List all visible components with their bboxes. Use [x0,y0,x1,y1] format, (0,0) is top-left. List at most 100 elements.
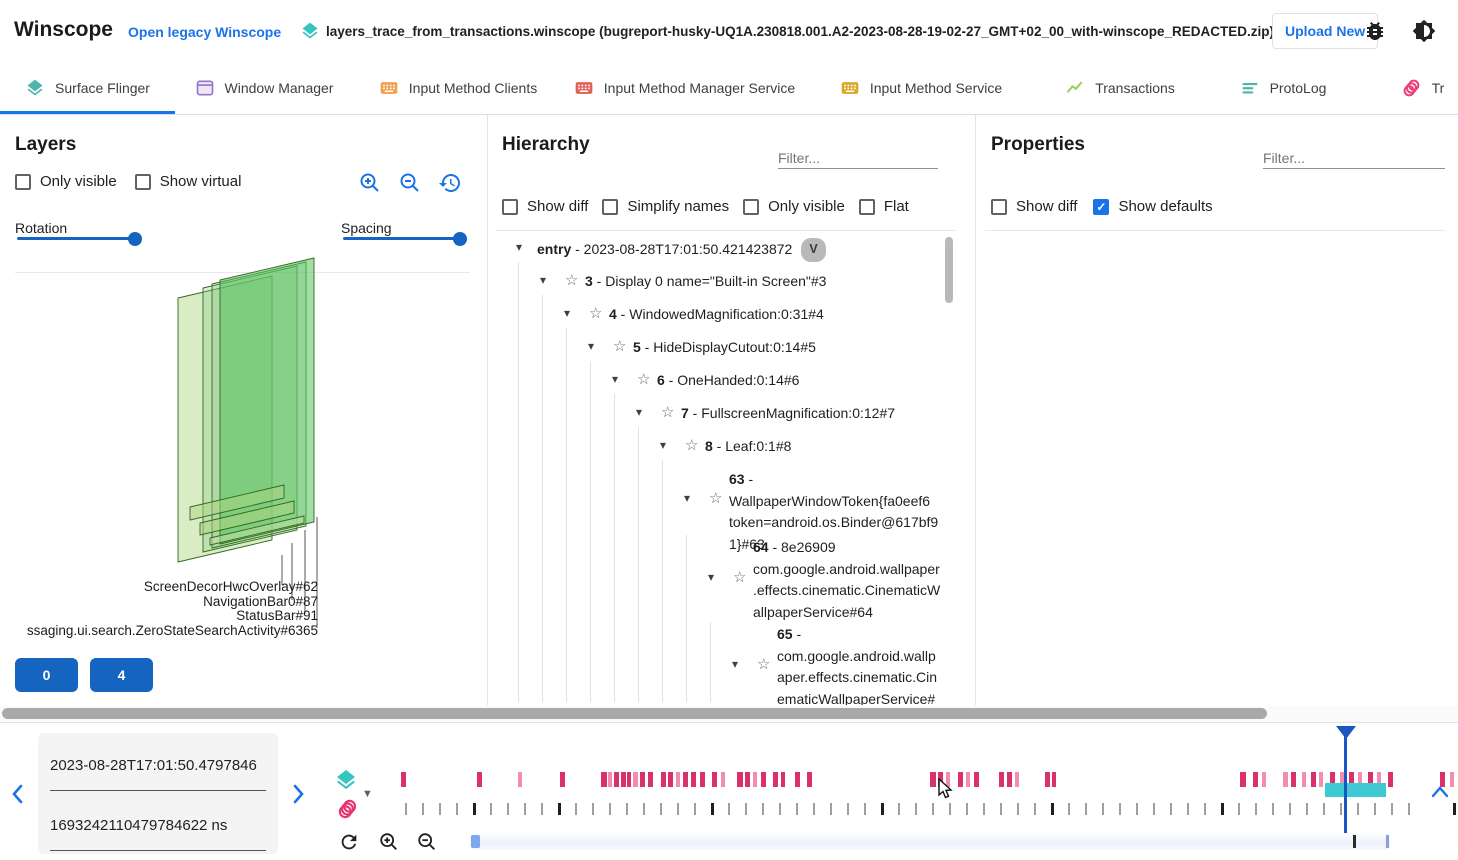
hierarchy-filter-input[interactable] [778,148,938,169]
tab-input-method-service[interactable]: Input Method Service [806,62,1036,114]
checkbox-show-diff-properties[interactable]: Show diff [991,198,1077,215]
layers-3d-view[interactable] [0,255,487,645]
checkbox-show-defaults[interactable]: Show defaults [1093,198,1213,215]
zoom-in-icon[interactable] [358,171,382,200]
properties-filter-input[interactable] [1263,148,1445,169]
checkbox-show-virtual[interactable]: Show virtual [134,173,241,190]
collapse-timeline-chevron[interactable] [1430,784,1450,805]
tab-window-manager[interactable]: Window Manager [175,62,353,114]
star-icon[interactable]: ☆ [589,305,603,322]
zoom-out-icon[interactable] [398,171,422,200]
checkbox-only-visible[interactable]: Only visible [15,173,117,190]
star-icon[interactable]: ☆ [733,569,747,586]
tree-node[interactable]: ▾ ☆ 65 - com.google.android.wallpaper.ef… [732,626,938,705]
timeline-surface-flinger-icon[interactable] [334,768,358,797]
star-icon[interactable]: ☆ [709,490,723,507]
expand-caret-icon[interactable]: ▾ [708,570,715,584]
tree-scrollbar[interactable] [945,237,953,303]
layers-trace-icon [300,21,320,46]
checkbox-flat[interactable]: Flat [858,198,909,215]
checkbox-box[interactable] [134,173,151,190]
timeline-event-mark [1015,772,1019,787]
tab-surface-flinger[interactable]: Surface Flinger [0,62,175,114]
bug-report-icon[interactable] [1363,19,1387,48]
timeline-zoom-handle[interactable] [471,835,480,848]
dark-mode-icon[interactable] [1412,19,1436,48]
checkbox-box[interactable] [743,198,760,215]
tree-node[interactable]: ▾ ☆ 3 - Display 0 name="Built-in Screen"… [540,272,827,289]
tab-input-method-clients[interactable]: Input Method Clients [353,62,563,114]
tree-node-entry[interactable]: ▾ entry - 2023-08-28T17:01:50.421423872 V [490,238,957,262]
checkbox-box[interactable] [1093,198,1110,215]
spacing-label: Spacing [341,220,392,236]
star-icon[interactable]: ☆ [565,272,579,289]
prev-entry-chevron[interactable] [10,783,26,810]
timeline-transitions-icon[interactable] [335,796,361,827]
timeline-event-mark [1388,772,1393,787]
timeline-ticks-row[interactable] [0,802,1458,816]
star-icon[interactable]: ☆ [613,338,627,355]
checkbox-box[interactable] [858,198,875,215]
reset-view-icon[interactable] [438,171,462,200]
tree-node[interactable]: ▾ ☆ 8 - Leaf:0:1#8 [660,437,792,454]
indent-guide [518,262,519,702]
expand-caret-icon[interactable]: ▾ [636,405,643,419]
tab-protolog[interactable]: ProtoLog [1204,62,1362,114]
timeline-cursor-handle[interactable] [1335,726,1356,739]
checkbox-show-diff[interactable]: Show diff [502,198,588,215]
expand-caret-icon[interactable]: ▾ [660,438,667,452]
open-legacy-link[interactable]: Open legacy Winscope [128,24,282,40]
tab-transactions[interactable]: Transactions [1036,62,1204,114]
timeline-cursor-line[interactable] [1344,736,1347,838]
checkbox-box[interactable] [991,198,1007,215]
expand-caret-icon[interactable]: ▾ [732,657,739,671]
expand-caret-icon[interactable]: ▾ [564,306,571,320]
star-icon[interactable]: ☆ [685,437,699,454]
layer-label: ScreenDecorHwcOverlay#62 [143,579,318,594]
tree-node[interactable]: ▾ ☆ 6 - OneHanded:0:14#6 [612,371,800,388]
ruler-tick [1153,803,1155,815]
spacing-slider-thumb[interactable] [453,232,467,246]
expand-caret-icon[interactable]: ▾ [612,372,619,386]
timestamp-ns-input[interactable]: 1693242110479784622 ns [50,817,266,851]
upload-new-button[interactable]: Upload New [1272,13,1379,49]
timeline-refresh-icon[interactable] [338,831,360,858]
layer-label: ssaging.ui.search.ZeroStateSearchActivit… [26,622,318,638]
display-index-button-4[interactable]: 4 [90,658,153,692]
spacing-slider-track[interactable] [343,237,463,240]
next-entry-chevron[interactable] [290,783,306,810]
trace-select-caret-icon[interactable]: ▼ [362,788,373,800]
star-icon[interactable]: ☆ [661,404,675,421]
ruler-tick [473,803,476,815]
tree-node[interactable]: ▾ ☆ 5 - HideDisplayCutout:0:14#5 [588,338,816,355]
timeline-zoom-in-icon[interactable] [378,831,400,858]
tree-node[interactable]: ▾ ☆ 63 - WallpaperWindowToken{fa0eef6 to… [684,471,939,552]
star-icon[interactable]: ☆ [757,656,771,673]
tree-node[interactable]: ▾ ☆ 64 - 8e26909 com.google.android.wall… [708,539,941,620]
expand-caret-icon[interactable]: ▾ [588,339,595,353]
timeline-marks-row[interactable] [0,772,1458,787]
star-icon[interactable]: ☆ [637,371,651,388]
timestamp-human-input[interactable]: 2023-08-28T17:01:50.4797846 [50,757,266,791]
expand-caret-icon[interactable]: ▾ [540,273,547,287]
expand-caret-icon[interactable]: ▾ [516,240,523,254]
timeline-zoom-slider[interactable] [470,833,1390,850]
tab-transitions[interactable]: Tr [1362,62,1458,114]
checkbox-only-visible-hierarchy[interactable]: Only visible [743,198,845,215]
timeline-zoom-out-icon[interactable] [416,831,438,858]
horizontal-scrollbar-thumb[interactable] [2,708,1267,719]
expand-caret-icon[interactable]: ▾ [684,491,691,505]
rotation-slider-track[interactable] [17,237,137,240]
rotation-slider-thumb[interactable] [128,232,142,246]
ruler-tick [1068,803,1070,815]
indent-guide [638,427,639,702]
tab-input-method-manager-service[interactable]: Input Method Manager Service [563,62,806,114]
tree-node[interactable]: ▾ ☆ 4 - WindowedMagnification:0:31#4 [564,305,824,322]
checkbox-box[interactable] [602,198,619,215]
checkbox-box[interactable] [15,173,31,190]
display-index-button-0[interactable]: 0 [15,658,78,692]
indent-guide [566,328,567,702]
checkbox-box[interactable] [502,198,518,215]
checkbox-simplify-names[interactable]: Simplify names [602,198,729,215]
tree-node[interactable]: ▾ ☆ 7 - FullscreenMagnification:0:12#7 [636,404,896,421]
